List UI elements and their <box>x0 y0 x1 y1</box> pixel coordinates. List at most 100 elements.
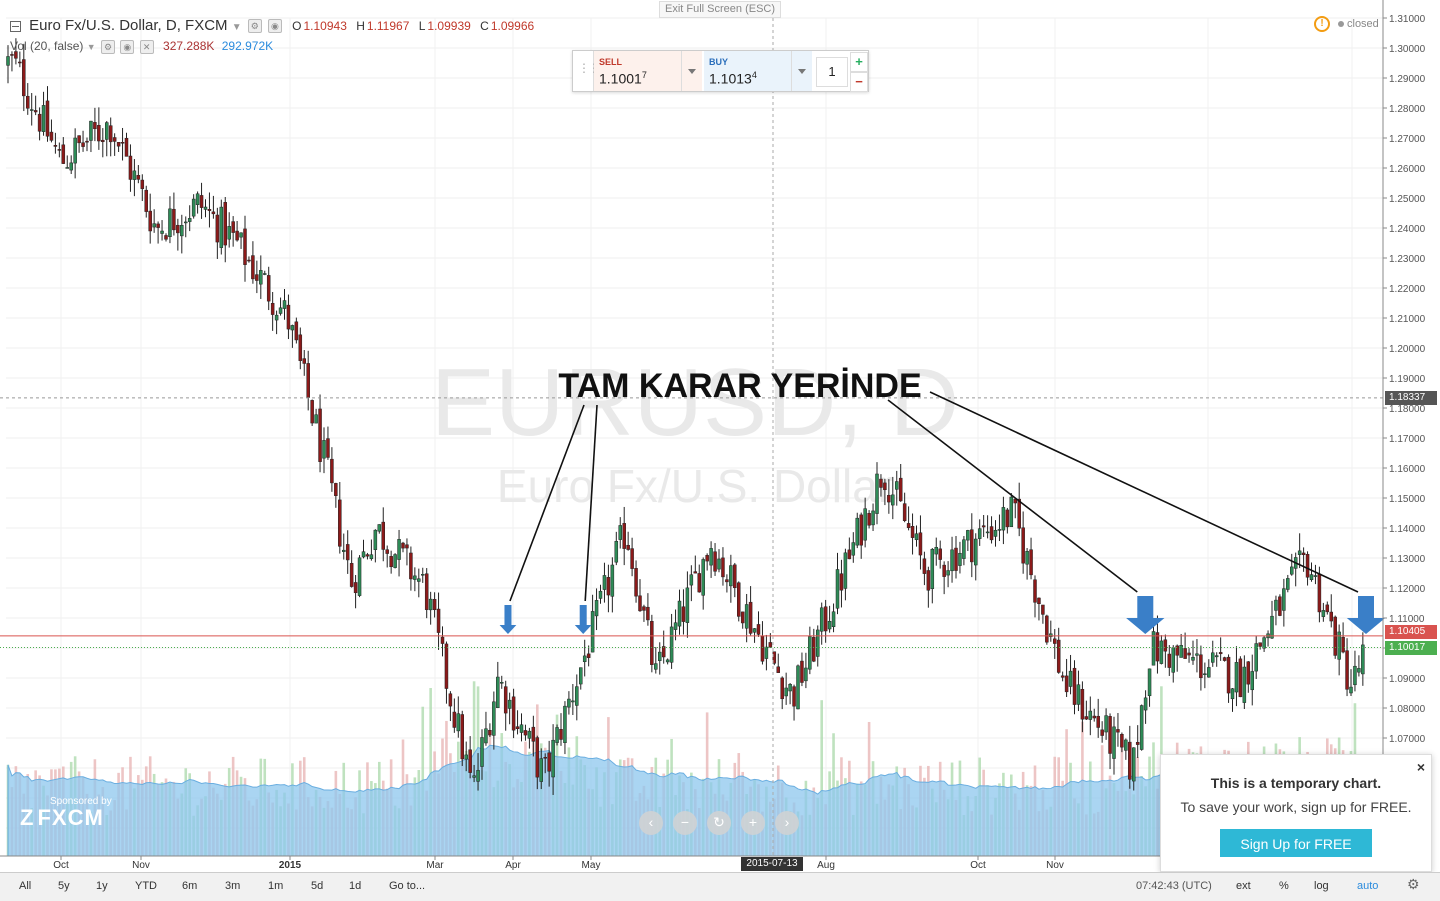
collapse-icon[interactable] <box>10 20 21 32</box>
extended-hours-toggle[interactable]: ext <box>1236 880 1251 892</box>
candle-body <box>318 408 322 462</box>
auto-scale-toggle[interactable]: auto <box>1357 880 1379 892</box>
symbol-title[interactable]: Euro Fx/U.S. Dollar, D, FXCM <box>29 17 228 34</box>
candle-body <box>405 544 409 549</box>
price-tick-label: 1.09000 <box>1389 674 1426 685</box>
chevron-down-icon[interactable]: ▼ <box>231 22 242 33</box>
candle-body <box>610 564 615 597</box>
candle-body <box>22 59 26 97</box>
buy-dropdown-chevron-icon[interactable] <box>791 51 812 91</box>
candle-body <box>776 666 780 673</box>
candle-body <box>962 539 966 559</box>
quantity-input[interactable]: 1 <box>816 57 848 87</box>
candle-body <box>582 655 587 662</box>
warning-icon[interactable]: ! <box>1314 16 1330 32</box>
timeframe-1y[interactable]: 1y <box>96 880 108 892</box>
candle-body <box>1337 631 1341 660</box>
candle-body <box>207 209 212 211</box>
candle-body <box>326 438 330 458</box>
candle-body <box>665 659 670 663</box>
candle-body <box>14 51 18 59</box>
candle-body <box>1270 615 1274 639</box>
candle-body <box>760 636 765 662</box>
candle-body <box>164 235 168 240</box>
candle-body <box>1017 498 1021 529</box>
candle-body <box>535 737 540 778</box>
candle-body <box>744 604 749 629</box>
candle-body <box>1222 657 1227 661</box>
decrease-quantity-button[interactable]: − <box>850 72 868 92</box>
settings-icon[interactable]: ⚙ <box>100 39 115 54</box>
timeframe-ytd[interactable]: YTD <box>135 880 157 892</box>
watermark-symbol: EURUSD, D <box>431 349 959 456</box>
gear-icon[interactable]: ⚙ <box>1407 876 1420 892</box>
timeframe-5d[interactable]: 5d <box>311 880 324 892</box>
timeframe-5y[interactable]: 5y <box>58 880 70 892</box>
sign-up-button[interactable]: Sign Up for FREE <box>1220 829 1372 857</box>
price-tick-label: 1.20000 <box>1389 344 1426 355</box>
candle-body <box>654 663 658 670</box>
candle-body <box>1341 636 1345 653</box>
candle-body <box>658 651 662 661</box>
candle-body <box>910 526 915 538</box>
candle-body <box>1096 715 1100 728</box>
candle-body <box>555 727 559 743</box>
log-scale-toggle[interactable]: log <box>1314 880 1329 892</box>
candle-body <box>476 770 480 782</box>
close-icon[interactable]: × <box>1416 759 1425 775</box>
candle-body <box>784 687 788 697</box>
candle-body <box>10 54 14 56</box>
candle-body <box>168 208 172 238</box>
scroll-right-button[interactable]: › <box>775 811 799 835</box>
buy-button[interactable]: BUY 1.10134 <box>704 51 812 91</box>
candle-body <box>456 713 461 732</box>
timeframe-6m[interactable]: 6m <box>182 880 198 892</box>
time-tick-label: May <box>582 860 601 871</box>
increase-quantity-button[interactable]: + <box>850 52 868 72</box>
price-chart[interactable]: EURUSD, D Euro Fx/U.S. Dollar TAM KARAR … <box>0 0 1440 872</box>
hide-icon[interactable]: ◉ <box>267 19 282 34</box>
timeframe-all[interactable]: All <box>19 880 32 892</box>
reset-chart-button[interactable]: ↻ <box>707 811 731 835</box>
candle-body <box>843 552 848 589</box>
go-to-date-button[interactable]: Go to... <box>389 880 426 892</box>
candle-body <box>440 636 445 644</box>
timeframe-3m[interactable]: 3m <box>225 880 241 892</box>
candle-body <box>1246 661 1251 685</box>
chevron-down-icon[interactable]: ▼ <box>86 42 96 52</box>
candle-body <box>575 686 579 706</box>
drag-handle-icon[interactable] <box>573 51 598 91</box>
zoom-out-button[interactable]: − <box>673 811 697 835</box>
volume-study-title[interactable]: Vol (20, false) <box>10 39 84 53</box>
volume-bar <box>429 688 432 856</box>
candle-body <box>1258 642 1262 647</box>
candle-body <box>338 499 342 547</box>
timeframe-1d[interactable]: 1d <box>349 880 362 892</box>
zoom-in-button[interactable]: + <box>741 811 765 835</box>
utc-clock[interactable]: 07:42:43 (UTC) <box>1136 880 1212 892</box>
candle-body <box>871 510 875 526</box>
remove-icon[interactable]: ✕ <box>139 39 154 54</box>
candle-body <box>6 56 10 66</box>
market-status-text: closed <box>1347 17 1379 30</box>
candle-body <box>756 624 761 635</box>
exit-fullscreen-button[interactable]: Exit Full Screen (ESC) <box>659 1 781 18</box>
sponsor-logo[interactable]: Sponsored by Z FXCM <box>20 796 112 831</box>
timeframe-1m[interactable]: 1m <box>268 880 284 892</box>
percent-scale-toggle[interactable]: % <box>1279 880 1289 892</box>
candle-body <box>567 698 571 708</box>
candle-body <box>1238 658 1243 698</box>
sell-button[interactable]: SELL 1.10017 <box>594 51 702 91</box>
settings-icon[interactable]: ⚙ <box>247 19 262 34</box>
scroll-left-button[interactable]: ‹ <box>639 811 663 835</box>
candle-body <box>796 665 800 710</box>
candle-body <box>1143 697 1148 711</box>
candle-body <box>322 440 326 459</box>
candle-body <box>417 578 421 582</box>
candle-body <box>1167 653 1172 668</box>
hide-icon[interactable]: ◉ <box>120 39 135 54</box>
candle-body <box>942 564 946 577</box>
candle-body <box>539 758 543 782</box>
candle-body <box>827 621 832 630</box>
sell-dropdown-chevron-icon[interactable] <box>681 51 702 91</box>
